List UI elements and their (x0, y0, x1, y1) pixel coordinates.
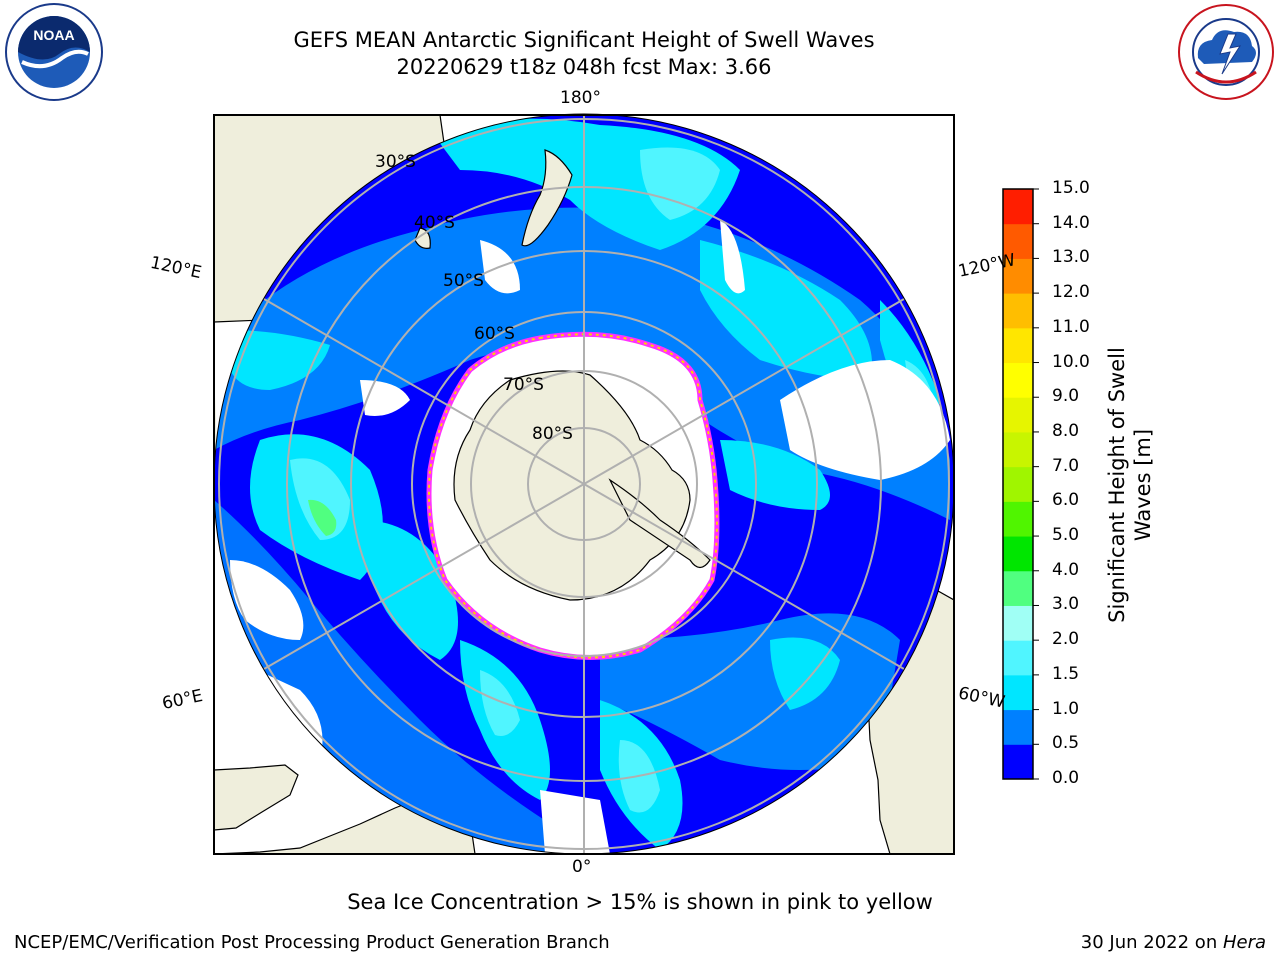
colorbar-tick-label: 0.0 (1052, 768, 1080, 788)
map-frame (213, 114, 955, 855)
lat-label-80s: 80°S (532, 424, 573, 444)
noaa-logo-text: NOAA (33, 27, 74, 43)
colorbar-tick-label: 12.0 (1052, 282, 1090, 303)
colorbar-segment (1003, 327, 1033, 364)
colorbar-label: Significant Height of Swell Waves [m] (1105, 347, 1155, 623)
chart-title: GEFS MEAN Antarctic Significant Height o… (293, 28, 875, 52)
colorbar-tick-label: 15.0 (1052, 178, 1090, 198)
colorbar-tick-label: 11.0 (1052, 316, 1090, 337)
lon-label-0: 0° (572, 857, 592, 877)
colorbar-tick-label: 10.0 (1052, 351, 1090, 372)
colorbar-segment (1003, 431, 1033, 468)
lat-label-60s: 60°S (474, 324, 515, 344)
noaa-logo-icon: NOAA (5, 3, 103, 101)
lat-label-50s: 50°S (443, 271, 484, 291)
colorbar-tick-label: 8.0 (1052, 420, 1080, 441)
colorbar-tick-label: 4.0 (1052, 559, 1080, 580)
colorbar-tick-label: 7.0 (1052, 455, 1080, 476)
sea-ice-layer (426, 331, 720, 660)
graticule (218, 114, 950, 854)
colorbar-tick-label: 9.0 (1052, 386, 1080, 407)
colorbar-segment (1003, 189, 1033, 225)
colorbar-tick-label: 14.0 (1052, 212, 1090, 233)
footer-date-text: 30 Jun 2022 on (1080, 932, 1223, 953)
footer-date: 30 Jun 2022 on Hera (1081, 932, 1266, 953)
colorbar-tick-label: 1.0 (1052, 698, 1080, 719)
colorbar-segment (1003, 640, 1033, 676)
lat-label-40s: 40°S (414, 213, 455, 233)
colorbar-segment (1003, 709, 1033, 745)
colorbar-tick-label: 0.5 (1052, 733, 1080, 754)
colorbar-tick-label: 13.0 (1052, 247, 1090, 268)
colorbar-tick-label: 2.0 (1052, 629, 1080, 650)
colorbar-segment (1003, 258, 1033, 294)
colorbar-tick-label: 6.0 (1052, 490, 1080, 511)
colorbar-segment (1003, 223, 1033, 259)
colorbar-tick-label: 5.0 (1052, 525, 1080, 546)
colorbar-segment (1003, 744, 1033, 780)
colorbar-segment (1003, 466, 1033, 502)
colorbar-frame (1002, 188, 1034, 780)
footer-machine: Hera (1222, 932, 1266, 953)
colorbar-segment (1003, 362, 1033, 398)
colorbar-segment (1003, 397, 1033, 433)
colorbar-segment (1003, 536, 1033, 572)
lon-label-180: 180° (560, 88, 601, 108)
colorbar-segment (1003, 501, 1033, 537)
colorbar-segment (1003, 605, 1033, 641)
new-zealand-shape (521, 149, 573, 247)
footer-credit: NCEP/EMC/Verification Post Processing Pr… (14, 932, 610, 953)
lat-label-70s: 70°S (503, 375, 544, 395)
colorbar-tick-label: 1.5 (1052, 663, 1080, 684)
colorbar-tick-label: 3.0 (1052, 594, 1080, 615)
chart-subtitle: 20220629 t18z 048h fcst Max: 3.66 (396, 55, 772, 79)
colorbar-segment (1003, 674, 1033, 711)
nws-logo-icon (1178, 4, 1274, 100)
sea-ice-note: Sea Ice Concentration > 15% is shown in … (347, 890, 933, 914)
lat-label-30s: 30°S (375, 152, 416, 172)
colorbar-segment (1003, 293, 1033, 329)
colorbar (1002, 188, 1039, 780)
colorbar-segment (1003, 570, 1033, 606)
